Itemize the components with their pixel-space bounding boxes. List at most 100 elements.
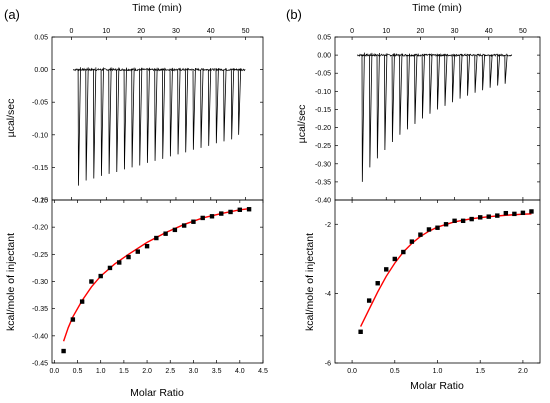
- panel-b-bottom-data-point: [435, 225, 440, 230]
- panel-b-bottom-data-point: [469, 216, 474, 222]
- panel-b-top-injection-peak: [459, 54, 463, 99]
- panel-a-top-injection-peak: [223, 68, 227, 142]
- panel-a-bottom-ytick-label: -0.45: [32, 361, 48, 368]
- panel-a-top-injection-peak: [85, 67, 89, 181]
- panel-b-bottom-data-point: [512, 211, 517, 217]
- panel-b-top-xtick-label: 30: [451, 28, 459, 35]
- panel-b-top-ytick-label: -0.10: [315, 89, 331, 96]
- panel-a-time-axis-title: Time (min): [132, 2, 182, 14]
- panel-a-bottom-ytick-label: -0.35: [32, 306, 48, 313]
- panel-b-time-axis-title: Time (min): [412, 2, 462, 14]
- panel-a-top-ytick-label: -0.20: [32, 198, 48, 205]
- panel-a-top-injection-peak: [108, 67, 112, 174]
- panel-a-top-baseline-trace: [73, 67, 246, 72]
- panel-b-top-injection-peak: [489, 54, 493, 88]
- panel-b-bottom-data-point: [392, 256, 397, 262]
- panel-b-bottom-data-point: [375, 281, 380, 286]
- panel-b-molar-ratio-axis-title: Molar Ratio: [410, 380, 464, 392]
- panel-b-top-ytick-label: -0.40: [315, 198, 331, 205]
- panel-b-bottom-xtick-label: 0.5: [390, 368, 400, 375]
- panel-b-top-injection-peak: [504, 54, 508, 84]
- panel-a-top-injection-peak: [184, 67, 189, 153]
- panel-a-bottom-xtick-label: 1.5: [119, 368, 129, 375]
- panel-b-top-ytick-label: -0.20: [315, 125, 331, 132]
- panel-a-top-ytick-label: 0.00: [34, 67, 48, 74]
- panel-a-top-xtick-label: 0: [70, 28, 74, 35]
- panel-b-top-xtick-label: 0: [350, 28, 354, 35]
- panel-a-bottom-xtick-label: 4.0: [235, 368, 245, 375]
- panel-a-top-ytick-label: 0.05: [34, 35, 48, 42]
- panel-a-top-injection-peak: [215, 68, 219, 144]
- panel-a-top-y-axis-title: µcal/sec: [5, 99, 17, 138]
- panel-a-top-injection-peak: [154, 67, 158, 161]
- panel-a-bottom-data-point: [172, 227, 178, 233]
- panel-b-top-ytick-label: 0.05: [317, 35, 331, 42]
- panel-a-bottom-fit-curve: [62, 207, 250, 342]
- panel-a-bottom-xtick-label: 0.0: [49, 368, 59, 375]
- panel-b-bottom-data-point: [443, 222, 449, 227]
- panel-b-bottom-data-point: [401, 249, 406, 255]
- panel-a-bottom-data-point: [135, 249, 140, 254]
- panel-b-top-injection-peak: [474, 54, 478, 93]
- panel-a-top-injection-peak: [192, 67, 196, 150]
- panel-a-bottom-data-point: [144, 243, 150, 249]
- panel-a-top-xtick-label: 50: [242, 28, 250, 35]
- panel-a: (a) Time (min) µcal/sec kcal/mole of inj…: [4, 2, 268, 399]
- panel-b-bottom-frame: [334, 199, 541, 364]
- panel-a-bottom-y-axis-title: kcal/mole of injectant: [5, 233, 17, 331]
- panel-a-binding-isotherm-plot: -0.15-0.20-0.25-0.30-0.35-0.40-0.450.0 0.…: [32, 198, 268, 376]
- panel-b-bottom-data-point: [520, 210, 526, 216]
- panel-b-bottom-data-point: [418, 232, 423, 237]
- panel-b-top-ytick-label: -0.30: [315, 161, 331, 168]
- panel-b-top-xtick-label: 10: [382, 28, 390, 35]
- panel-a-molar-ratio-axis-title: Molar Ratio: [130, 387, 184, 399]
- panel-a-bottom-data-point: [219, 211, 224, 216]
- panel-b-bottom-data-point: [452, 218, 457, 224]
- panel-a-bottom-data-point: [191, 219, 196, 224]
- panel-b-bottom-data-point: [358, 329, 363, 334]
- panel-a-top-injection-peak: [169, 67, 173, 157]
- panel-a-top-injection-peak: [237, 68, 242, 135]
- panel-a-bottom-data-point: [181, 223, 187, 228]
- panel-b-top-injection-peak: [369, 52, 373, 168]
- panel-a-top-xtick-label: 10: [102, 28, 110, 35]
- panel-a-top-injection-peak: [230, 68, 235, 140]
- panel-b-bottom-xtick-label: 1.0: [433, 368, 443, 375]
- panel-a-top-injection-peak: [123, 67, 127, 170]
- panel-b-top-ytick-label: 0.00: [317, 53, 331, 60]
- panel-a-bottom-data-point: [126, 254, 131, 260]
- panel-b-top-injection-peak: [391, 53, 395, 143]
- panel-a-bottom-ytick-label: -0.20: [32, 225, 48, 232]
- panel-a-bottom-data-point: [61, 348, 66, 354]
- panel-a-bottom-xtick-label: 0.5: [73, 368, 83, 375]
- panel-b-bottom-data-point: [409, 239, 415, 244]
- panel-a-thermogram-plot: 0.050.00-0.05-0.10-0.15-0.200 10 20 30 40 50: [32, 28, 264, 205]
- panel-b-top-injection-peak: [421, 53, 425, 119]
- panel-b-top-injection-peak: [496, 54, 501, 86]
- panel-b-top-injection-peak: [481, 54, 486, 91]
- panel-a-bottom-data-point: [79, 299, 85, 304]
- panel-b-top-injection-peak: [429, 53, 433, 114]
- panel-a-bottom-data-point: [107, 265, 113, 271]
- panel-a-bottom-ytick-label: -0.30: [32, 279, 48, 286]
- panel-a-top-injection-peak: [161, 67, 166, 159]
- panel-a-top-injection-peak: [77, 67, 81, 186]
- panel-b-bottom-data-point: [384, 267, 389, 272]
- panel-a-bottom-xtick-label: 3.0: [189, 368, 199, 375]
- panel-a-bottom-ytick-label: -0.25: [32, 252, 48, 259]
- panel-b-bottom-data-point: [486, 214, 491, 219]
- panel-b-top-injection-peak: [451, 54, 455, 103]
- panel-b-binding-isotherm-plot: -2 -4 -6 0.0 0.5 1.0 1.5 2.0: [325, 199, 541, 375]
- panel-a-top-injection-peak: [207, 68, 212, 146]
- panel-b-top-ytick-label: -0.05: [315, 71, 331, 78]
- panel-a-bottom-data-point: [246, 207, 252, 212]
- panel-a-bottom-frame: [51, 199, 264, 364]
- panel-a-top-ytick-label: -0.10: [32, 132, 48, 139]
- panel-b-bottom-data-point: [503, 210, 509, 216]
- panel-a-top-xtick-label: 20: [137, 28, 145, 35]
- panel-b-bottom-data-point: [478, 215, 483, 220]
- panel-a-bottom-data-point: [237, 207, 243, 212]
- panel-a-top-xtick-label: 40: [207, 28, 215, 35]
- panel-b-top-injection-peak: [376, 53, 380, 159]
